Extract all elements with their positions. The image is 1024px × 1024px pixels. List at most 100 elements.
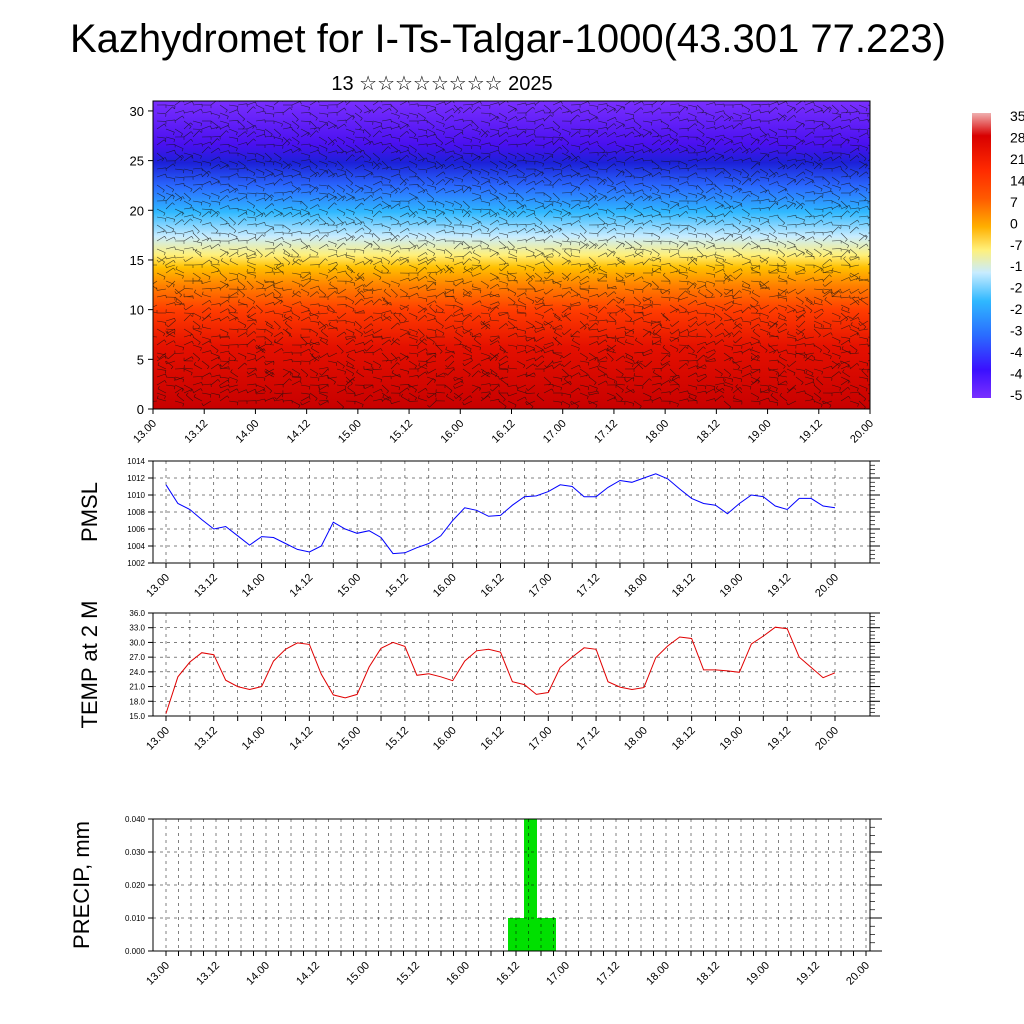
wind-barb-flag [802,122,806,126]
wind-barb-flag [210,125,212,129]
wind-barb [309,149,319,154]
wind-barb-flag [766,154,769,157]
wind-barb [453,128,463,131]
wind-barb-flag [361,189,364,193]
wind-barb [381,176,391,181]
wind-barb [156,136,166,139]
wind-barb [282,148,292,154]
wind-barb-flag [785,164,788,168]
wind-barb-flag [822,214,824,218]
wind-barb [660,184,671,186]
wind-barb-flag [614,108,617,112]
wind-barb [354,144,363,151]
wind-barb-flag [722,155,725,159]
wind-barb [444,200,454,205]
wind-barb [192,143,202,146]
wind-barb [687,112,697,117]
wind-barb [219,195,228,202]
wind-barb [336,173,346,178]
wind-barb [372,101,380,106]
wind-barb [435,120,445,125]
wind-barb [426,200,436,203]
wind-barb-flag [452,101,455,104]
wind-barb [651,135,661,138]
wind-barb [570,108,580,114]
wind-barb-flag [702,142,705,145]
wind-barb [300,191,310,194]
wind-barb-flag [776,171,779,175]
wind-barb [642,184,652,189]
wind-barb [552,178,560,186]
wind-barb [534,123,543,130]
wind-barb-flag [461,179,463,183]
wind-barb [741,112,751,116]
wind-barb [867,118,870,122]
wind-barb [336,184,345,191]
wind-barb-flag [757,138,760,142]
wind-barb-flag [606,210,608,214]
wind-barb-flag [821,124,824,128]
wind-barb-flag [236,188,239,191]
wind-barb [822,139,831,146]
wind-barb-flag [345,173,347,177]
wind-barb-flag [422,159,425,162]
wind-barb [831,112,841,115]
wind-barb [561,136,569,144]
wind-barb-flag [587,101,590,105]
wind-barb-flag [309,178,311,182]
wind-barb [291,101,301,106]
wind-barb [525,133,535,138]
wind-barb-flag [182,115,185,119]
wind-barb-flag [299,148,302,152]
wind-barb-flag [469,107,473,110]
wind-barb-flag [764,190,768,194]
wind-barb [417,104,428,106]
wind-barb-flag [460,148,463,152]
wind-barb [435,148,445,154]
wind-barb [417,184,426,191]
wind-barb-flag [379,210,382,214]
wind-barb-flag [431,182,435,186]
wind-barb [282,120,292,126]
wind-barb [579,178,587,186]
wind-barb [858,160,867,166]
wind-barb [588,184,597,191]
wind-barb [498,139,507,146]
wind-barb [165,149,175,154]
wind-barb-flag [839,204,842,208]
wind-barb-flag [640,107,644,110]
wind-barb [669,128,678,135]
wind-barb-flag [325,148,328,152]
wind-barb [687,172,697,178]
wind-barb-flag [496,197,499,201]
wind-barb [777,114,785,122]
wind-barb-flag [389,204,392,208]
wind-barb-flag [308,155,310,159]
wind-barb-flag [354,149,356,153]
wind-barb-flag [866,132,869,136]
wind-barb-flag [577,131,581,135]
wind-barb [444,125,454,130]
wind-barb [642,214,652,218]
wind-barb [174,152,183,159]
wind-barb [354,216,363,223]
wind-barb [813,120,824,123]
wind-barb-flag [503,182,507,186]
wind-barb-flag [650,195,653,199]
wind-barb [705,196,715,202]
wind-barb [480,200,490,204]
wind-barb-flag [219,126,221,130]
wind-barb-flag [642,183,644,187]
wind-barb-flag [262,172,265,176]
wind-barb [750,192,760,198]
wind-barb [219,188,229,194]
wind-barb [192,128,203,130]
wind-barb [588,141,598,146]
wind-barb [444,163,453,170]
wind-barb-flag [497,116,500,119]
wind-barb [606,131,615,138]
wind-barb [615,168,625,174]
wind-barb-flag [728,174,732,178]
wind-barb-flag [793,202,796,206]
wind-barb-flag [622,172,625,176]
